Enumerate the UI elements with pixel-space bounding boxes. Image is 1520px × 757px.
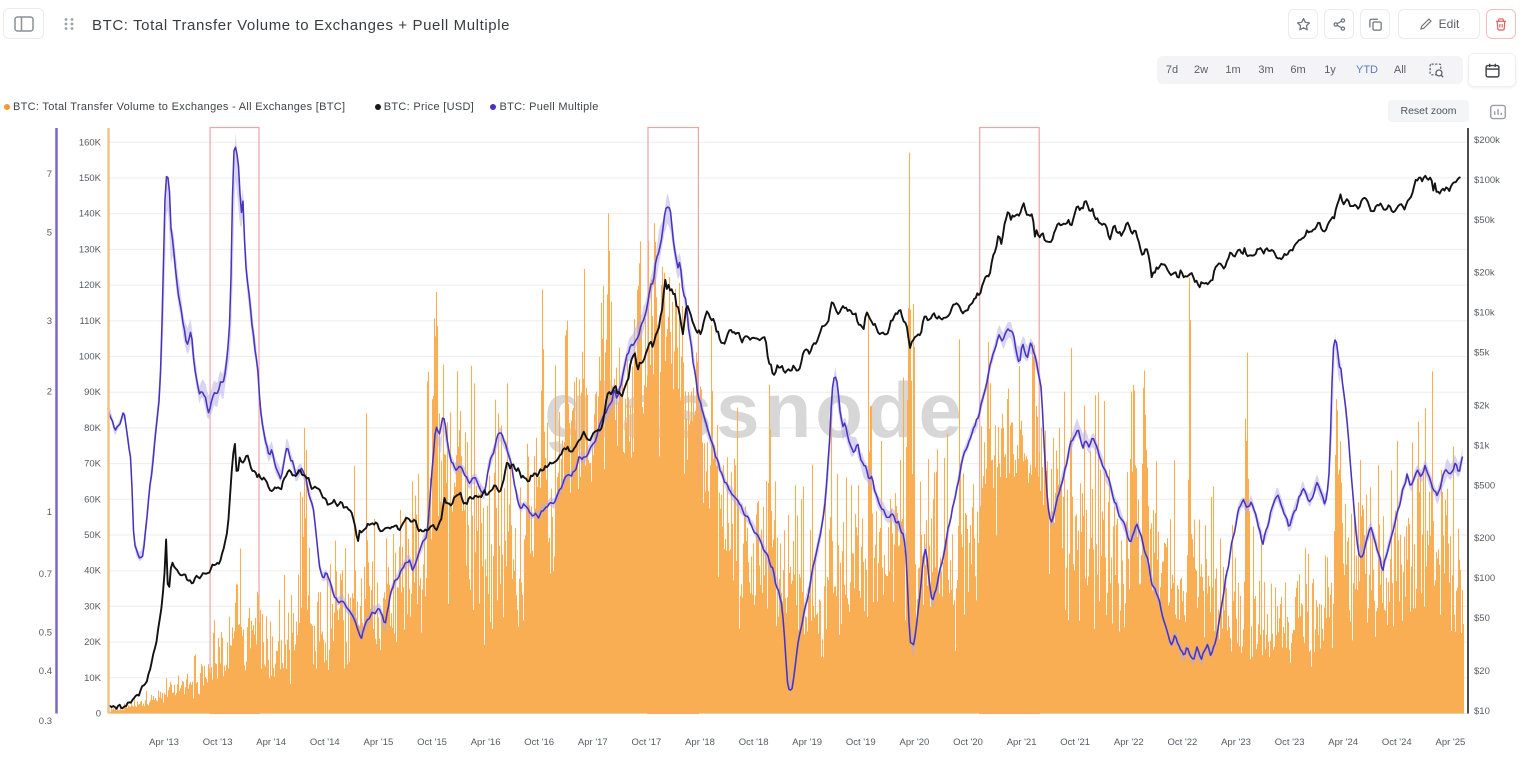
svg-text:Oct '14: Oct '14 — [310, 737, 340, 748]
svg-text:150K: 150K — [79, 173, 102, 184]
svg-text:Oct '21: Oct '21 — [1060, 737, 1090, 748]
svg-text:$20k: $20k — [1474, 268, 1495, 279]
svg-text:$10: $10 — [1474, 706, 1490, 717]
svg-text:5: 5 — [47, 227, 52, 238]
svg-text:Apr '14: Apr '14 — [256, 737, 286, 748]
svg-text:7: 7 — [47, 169, 52, 180]
svg-text:70K: 70K — [84, 459, 102, 470]
svg-text:50K: 50K — [84, 530, 102, 541]
svg-text:Oct '20: Oct '20 — [953, 737, 983, 748]
svg-text:$50k: $50k — [1474, 215, 1495, 226]
svg-text:$100k: $100k — [1474, 175, 1500, 186]
svg-text:80K: 80K — [84, 423, 102, 434]
svg-text:Oct '23: Oct '23 — [1275, 737, 1305, 748]
svg-text:$20: $20 — [1474, 666, 1490, 677]
svg-text:$200k: $200k — [1474, 135, 1500, 146]
svg-text:90K: 90K — [84, 387, 102, 398]
svg-text:Apr '23: Apr '23 — [1221, 737, 1251, 748]
svg-text:Apr '22: Apr '22 — [1114, 737, 1144, 748]
svg-text:$1k: $1k — [1474, 440, 1490, 451]
svg-text:60K: 60K — [84, 494, 102, 505]
svg-text:$200: $200 — [1474, 533, 1495, 544]
svg-text:Oct '13: Oct '13 — [203, 737, 233, 748]
svg-text:0: 0 — [96, 709, 101, 720]
svg-text:2: 2 — [47, 387, 52, 398]
svg-text:Oct '16: Oct '16 — [524, 737, 554, 748]
svg-text:140K: 140K — [79, 209, 102, 220]
svg-text:Oct '22: Oct '22 — [1167, 737, 1197, 748]
svg-text:Oct '17: Oct '17 — [631, 737, 661, 748]
svg-text:0.7: 0.7 — [39, 569, 52, 580]
svg-text:Apr '17: Apr '17 — [578, 737, 608, 748]
svg-text:3: 3 — [47, 316, 52, 327]
svg-text:$50: $50 — [1474, 613, 1490, 624]
svg-text:Apr '21: Apr '21 — [1007, 737, 1037, 748]
svg-text:Apr '19: Apr '19 — [792, 737, 822, 748]
svg-text:110K: 110K — [80, 316, 102, 327]
svg-text:0.3: 0.3 — [39, 716, 52, 727]
svg-text:$5k: $5k — [1474, 348, 1490, 359]
svg-text:Apr '24: Apr '24 — [1328, 737, 1358, 748]
svg-text:Apr '15: Apr '15 — [363, 737, 393, 748]
svg-text:120K: 120K — [79, 280, 102, 291]
svg-text:$100: $100 — [1474, 573, 1495, 584]
svg-text:20K: 20K — [84, 637, 102, 648]
svg-text:130K: 130K — [79, 244, 102, 255]
svg-text:Apr '16: Apr '16 — [471, 737, 501, 748]
svg-text:$10k: $10k — [1474, 308, 1495, 319]
svg-text:160K: 160K — [79, 137, 102, 148]
svg-text:Apr '20: Apr '20 — [899, 737, 929, 748]
svg-text:Oct '24: Oct '24 — [1382, 737, 1412, 748]
svg-text:10K: 10K — [84, 673, 102, 684]
svg-text:0.5: 0.5 — [39, 627, 52, 638]
svg-text:Apr '13: Apr '13 — [149, 737, 179, 748]
svg-text:Apr '18: Apr '18 — [685, 737, 715, 748]
svg-text:Oct '15: Oct '15 — [417, 737, 447, 748]
svg-text:Oct '19: Oct '19 — [846, 737, 876, 748]
svg-text:1: 1 — [47, 507, 52, 518]
svg-text:Oct '18: Oct '18 — [739, 737, 769, 748]
svg-text:100K: 100K — [79, 352, 102, 363]
svg-text:0.4: 0.4 — [39, 666, 52, 677]
svg-text:40K: 40K — [84, 566, 102, 577]
svg-text:Apr '25: Apr '25 — [1435, 737, 1465, 748]
svg-text:$500: $500 — [1474, 480, 1495, 491]
svg-text:$2k: $2k — [1474, 400, 1490, 411]
svg-text:30K: 30K — [84, 601, 102, 612]
